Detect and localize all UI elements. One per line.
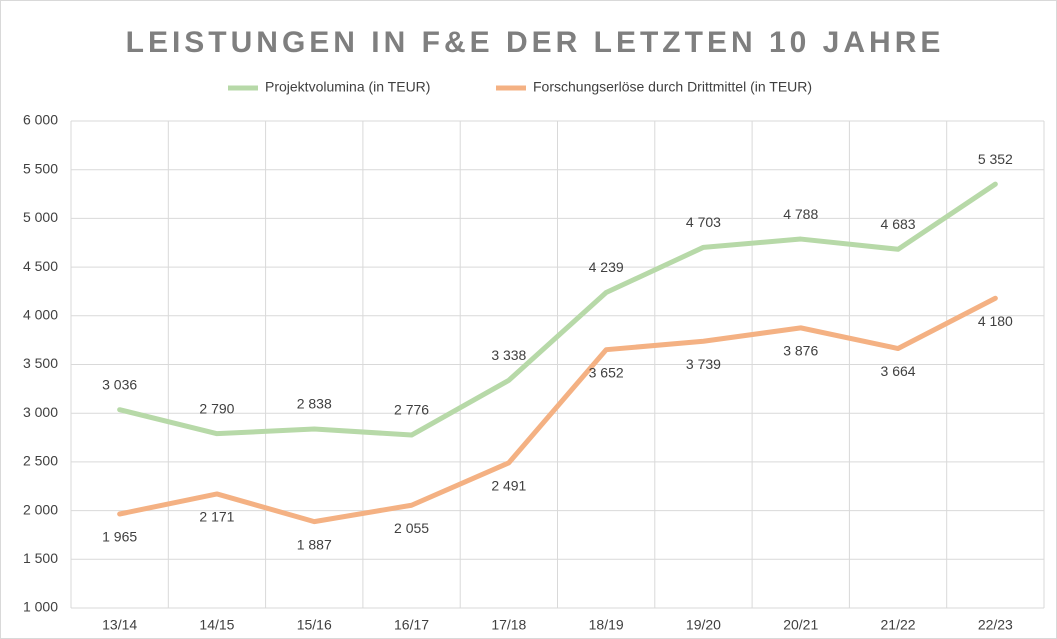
data-label: 1 965 (102, 529, 137, 545)
legend-label: Forschungserlöse durch Drittmittel (in T… (533, 79, 812, 95)
data-label: 4 703 (686, 214, 721, 230)
y-tick-label: 1 000 (23, 599, 58, 615)
data-label: 2 171 (199, 509, 234, 525)
legend-label: Projektvolumina (in TEUR) (265, 79, 430, 95)
x-tick-label: 17/18 (491, 617, 526, 633)
data-label: 4 239 (589, 259, 624, 275)
data-label: 3 652 (589, 364, 624, 380)
x-tick-label: 13/14 (102, 617, 137, 633)
y-tick-label: 1 500 (23, 550, 58, 566)
x-tick-label: 18/19 (589, 617, 624, 633)
data-label: 3 664 (881, 363, 916, 379)
chart-title: LEISTUNGEN IN F&E DER LETZTEN 10 JAHRE (126, 26, 945, 59)
data-label: 4 788 (783, 206, 818, 222)
x-tick-label: 20/21 (783, 617, 818, 633)
y-tick-label: 6 000 (23, 112, 58, 128)
x-tick-label: 14/15 (199, 617, 234, 633)
data-label: 2 055 (394, 520, 429, 536)
x-tick-label: 16/17 (394, 617, 429, 633)
data-label: 3 036 (102, 376, 137, 392)
data-label: 2 790 (199, 400, 234, 416)
line (117, 295, 998, 525)
data-label: 5 352 (978, 151, 1013, 167)
data-label: 2 491 (491, 477, 526, 493)
y-tick-label: 4 500 (23, 258, 58, 274)
y-tick-label: 3 000 (23, 404, 58, 420)
data-label: 2 838 (297, 396, 332, 412)
x-tick-label: 22/23 (978, 617, 1013, 633)
y-tick-label: 5 000 (23, 209, 58, 225)
data-label: 3 739 (686, 356, 721, 372)
data-label: 4 180 (978, 313, 1013, 329)
data-label: 1 887 (297, 536, 332, 552)
y-tick-label: 3 500 (23, 355, 58, 371)
data-label: 2 776 (394, 402, 429, 418)
y-tick-label: 4 000 (23, 307, 58, 323)
data-label: 4 683 (881, 216, 916, 232)
x-tick-label: 19/20 (686, 617, 721, 633)
y-tick-label: 2 000 (23, 501, 58, 517)
y-tick-label: 2 500 (23, 453, 58, 469)
y-tick-label: 5 500 (23, 160, 58, 176)
data-label: 3 876 (783, 343, 818, 359)
x-tick-label: 21/22 (881, 617, 916, 633)
data-label: 3 338 (491, 347, 526, 363)
x-tick-label: 15/16 (297, 617, 332, 633)
line (117, 181, 998, 438)
